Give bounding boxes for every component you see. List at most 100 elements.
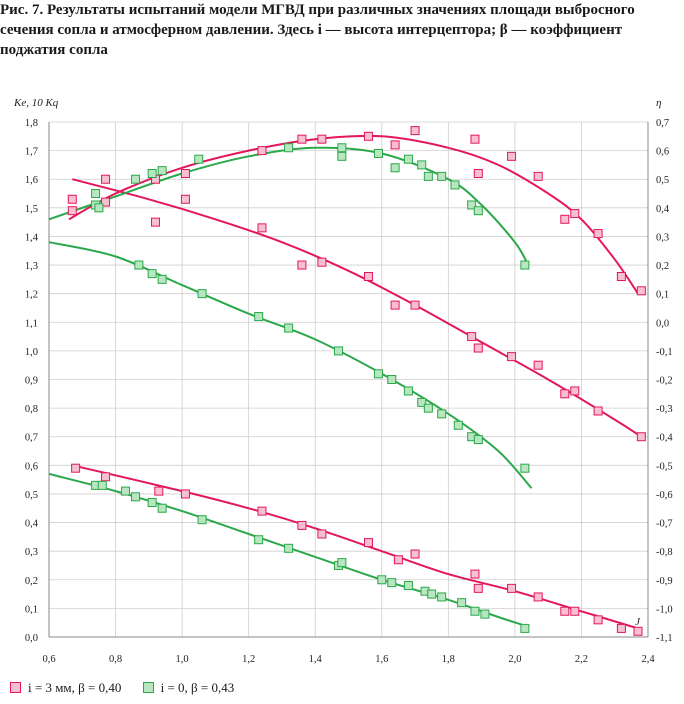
y-left-tick-label: 1,8 [25,118,38,129]
caption-line-1: Рис. 7. Результаты испытаний модели МГВД… [0,2,635,18]
point-red [101,174,111,184]
point-red [473,343,483,353]
y-left-tick-label: 1,3 [25,261,38,272]
y-right-tick-label: -0,9 [656,576,673,587]
point-red [593,229,603,239]
y-left-tick-label: 0,6 [25,461,38,472]
y-left-tick-label: 1,7 [25,147,38,158]
point-green [194,154,204,164]
point-green [157,274,167,284]
point-red [390,140,400,150]
point-green [254,535,264,545]
point-green [337,143,347,153]
curve-green [48,146,530,266]
legend-item-green: i = 0, β = 0,43 [142,680,234,696]
x-tick-label: 2,4 [641,654,655,665]
point-red [507,352,517,362]
y-right-tick-label: 0,0 [656,318,669,329]
point-red [470,569,480,579]
point-green [284,323,294,333]
y-right-tick-label: -1,0 [656,604,673,615]
point-red [593,615,603,625]
legend: i = 3 мм, β = 0,40 i = 0, β = 0,43 [10,680,252,696]
point-green [373,369,383,379]
y-right-tick-label: -0,7 [656,519,673,530]
y-right-tick-label: -0,1 [656,347,673,358]
point-green [417,160,427,170]
point-red [410,549,420,559]
legend-swatch-green [142,682,154,693]
point-green [157,503,167,513]
point-red [363,131,373,141]
y-left-tick-label: 1,4 [25,232,39,243]
point-red [101,197,111,207]
point-red [473,169,483,178]
point-red [533,171,543,181]
axis-labels: 0,6 0,8 1,0 1,2 1,4 1,6 1,8 2,0 2,2 2,4 0,0 0,1 0,2 0… [13,97,673,665]
point-red [257,223,267,233]
y-right-tick-label: 0,3 [656,232,669,243]
x-axis-title: J [635,616,641,628]
point-green [94,203,104,213]
point-red [297,134,307,144]
point-red [470,134,480,144]
x-tick-label: 0,8 [109,654,122,665]
y-right-tick-label: -0,6 [656,490,673,501]
point-green [387,375,397,384]
point-red [560,606,570,616]
point-green [284,543,294,553]
point-green [373,148,383,158]
point-red [101,472,111,482]
caption-line-2: сечения сопла и атмосферном давлении. Зд… [0,22,623,38]
y-right-tick-label: -0,3 [656,404,673,415]
point-green [131,492,141,502]
point-green [403,154,413,164]
point-red [390,300,400,310]
point-green [134,260,144,270]
point-red [636,432,646,442]
point-green [437,171,447,181]
data-points [67,126,646,636]
point-green [131,174,141,184]
y-left-tick-label: 0,0 [25,633,38,644]
point-red [533,360,543,370]
point-green [147,269,157,279]
point-red [317,529,327,539]
point-green [337,151,347,161]
point-green [197,515,207,525]
point-red [507,583,517,593]
legend-swatch-red [10,682,21,693]
x-tick-label: 1,2 [242,654,255,665]
point-green [377,575,387,585]
y-left-axis-title: Ke, 10 Kq [13,97,59,109]
point-green [520,260,530,270]
point-green [520,623,530,633]
point-green [403,581,413,590]
point-red [560,214,570,224]
point-green [467,200,477,210]
y-left-tick-label: 0,3 [25,547,38,558]
point-red [393,555,403,565]
x-tick-label: 2,0 [508,654,521,665]
point-red [507,151,517,161]
y-right-tick-label: -1,1 [656,633,673,644]
point-green [457,598,467,608]
point-green [520,463,530,473]
x-tick-label: 2,2 [575,654,588,665]
point-red [257,146,267,156]
point-green [480,609,490,619]
point-green [453,420,463,430]
curve-red [68,134,639,295]
y-left-tick-label: 0,4 [25,519,39,530]
y-right-tick-label: 0,5 [656,175,669,186]
y-left-tick-label: 0,9 [25,376,38,387]
point-red [297,520,307,530]
point-red [593,406,603,416]
axes [48,122,649,638]
point-green [473,206,483,216]
y-left-tick-label: 0,8 [25,404,38,415]
y-right-tick-label: -0,5 [656,461,673,472]
point-green [473,435,483,445]
caption-line-3: поджатия сопла [0,42,108,58]
curve-green [48,241,533,489]
